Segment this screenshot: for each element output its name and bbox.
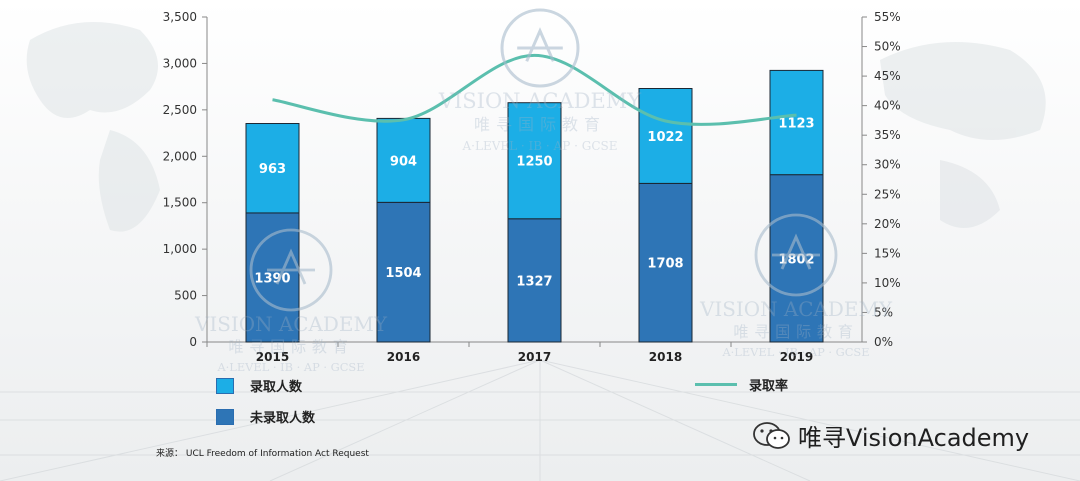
- data-label: 1022: [647, 130, 683, 145]
- category-label: 2019: [780, 350, 813, 364]
- watermark-a-mark: [772, 233, 820, 270]
- watermark-name: VISION ACADEMY: [699, 297, 893, 321]
- bar-not-admitted: [376, 201, 431, 343]
- right-tick-label: 10%: [874, 276, 901, 290]
- bar-not-admitted: [245, 212, 300, 343]
- watermark-chinese: 唯寻国际教育: [733, 323, 858, 341]
- data-label: 904: [390, 154, 417, 169]
- legend-not-admitted: 未录取人数: [216, 407, 315, 426]
- x-axis-categories: 2015 2016 2017 2018 2019: [206, 342, 813, 364]
- legend-label-admitted: 录取人数: [250, 380, 303, 395]
- watermark-group: VISION ACADEMY 唯寻国际教育 A·LEVEL · IB · AP · …: [194, 8, 893, 374]
- left-tick-label: 500: [174, 289, 197, 303]
- category-label: 2017: [518, 350, 551, 364]
- right-tick-label: 50%: [874, 40, 901, 54]
- right-tick-label: 35%: [874, 128, 901, 142]
- legend-rate: 录取率: [695, 375, 788, 394]
- data-label: 1123: [778, 117, 814, 132]
- data-label: 1504: [385, 266, 421, 281]
- legend-swatch-not-admitted: [216, 408, 234, 425]
- left-y-axis: 0 500 1,000 1,500 2,000 2,500 3,000 3,500: [163, 10, 862, 349]
- watermark-chinese: 唯寻国际教育: [474, 115, 606, 134]
- watermark-name: VISION ACADEMY: [438, 89, 642, 113]
- bar-admitted: [769, 69, 824, 176]
- watermark-subtitle: A·LEVEL · IB · AP · GCSE: [216, 360, 364, 374]
- legend-label-not-admitted: 未录取人数: [250, 411, 316, 426]
- watermark-logo-icon: [754, 213, 838, 297]
- watermark: VISION ACADEMY 唯寻国际教育 A·LEVEL · IB · AP · …: [699, 213, 893, 359]
- bar-not-admitted: [638, 182, 693, 343]
- bar-admitted: [245, 123, 300, 214]
- left-tick-label: 1,500: [163, 196, 197, 210]
- left-tick-label: 3,000: [163, 56, 197, 70]
- right-tick-label: 5%: [874, 305, 893, 319]
- right-tick-label: 55%: [874, 10, 901, 24]
- left-tick-label: 0: [189, 335, 197, 349]
- wechat-icon: [753, 421, 790, 449]
- watermark: VISION ACADEMY 唯寻国际教育 A·LEVEL · IB · AP · …: [194, 228, 388, 374]
- right-tick-label: 20%: [874, 217, 901, 231]
- bar-not-admitted: [507, 218, 562, 343]
- right-tick-label: 25%: [874, 187, 901, 201]
- data-label: 1327: [516, 274, 552, 289]
- bar-not-admitted: [769, 174, 824, 343]
- category-label: 2018: [649, 350, 682, 364]
- bar-admitted: [507, 102, 562, 220]
- watermark-subtitle: A·LEVEL · IB · AP · GCSE: [462, 139, 618, 153]
- watermark-a-mark: [517, 27, 563, 62]
- legend-swatch-admitted: [216, 377, 234, 394]
- watermark-chinese: 唯寻国际教育: [228, 338, 353, 356]
- bar-admitted: [376, 117, 431, 203]
- category-label: 2016: [387, 350, 420, 364]
- legend-swatch-rate: [695, 383, 737, 386]
- right-tick-label: 30%: [874, 158, 901, 172]
- right-tick-label: 15%: [874, 246, 901, 260]
- left-tick-label: 1,000: [163, 242, 197, 256]
- data-label: 1708: [647, 257, 683, 272]
- data-label: 963: [259, 162, 286, 177]
- watermark-name: VISION ACADEMY: [194, 312, 388, 336]
- category-label: 2015: [256, 350, 289, 364]
- data-label: 1390: [254, 271, 290, 286]
- legend-admitted: 录取人数: [216, 376, 302, 395]
- bar-admitted: [638, 88, 693, 184]
- data-label: 1250: [516, 155, 552, 170]
- watermark-a-mark: [267, 248, 315, 285]
- left-tick-label: 2,000: [163, 149, 197, 163]
- legend-label-rate: 录取率: [749, 379, 789, 394]
- right-tick-label: 45%: [874, 69, 901, 83]
- watermark-subtitle: A·LEVEL · IB · AP · GCSE: [721, 345, 869, 359]
- right-tick-label: 0%: [874, 335, 893, 349]
- source-note: 来源： UCL Freedom of Information Act Reque…: [156, 449, 369, 459]
- watermark-logo-icon: [500, 8, 580, 88]
- left-tick-label: 3,500: [163, 10, 197, 24]
- watermark: VISION ACADEMY 唯寻国际教育 A·LEVEL · IB · AP · …: [438, 8, 642, 153]
- rate-line: [272, 53, 797, 126]
- brand-name: 唯寻VisionAcademy: [798, 424, 1030, 452]
- left-tick-label: 2,500: [163, 103, 197, 117]
- watermark-logo-icon: [249, 228, 333, 312]
- brand-footer: 唯寻VisionAcademy: [752, 418, 1029, 453]
- right-tick-label: 40%: [874, 99, 901, 113]
- right-y-axis: 0% 5% 10% 15% 20% 25% 30% 35% 40% 45% 50% 55%: [861, 10, 901, 349]
